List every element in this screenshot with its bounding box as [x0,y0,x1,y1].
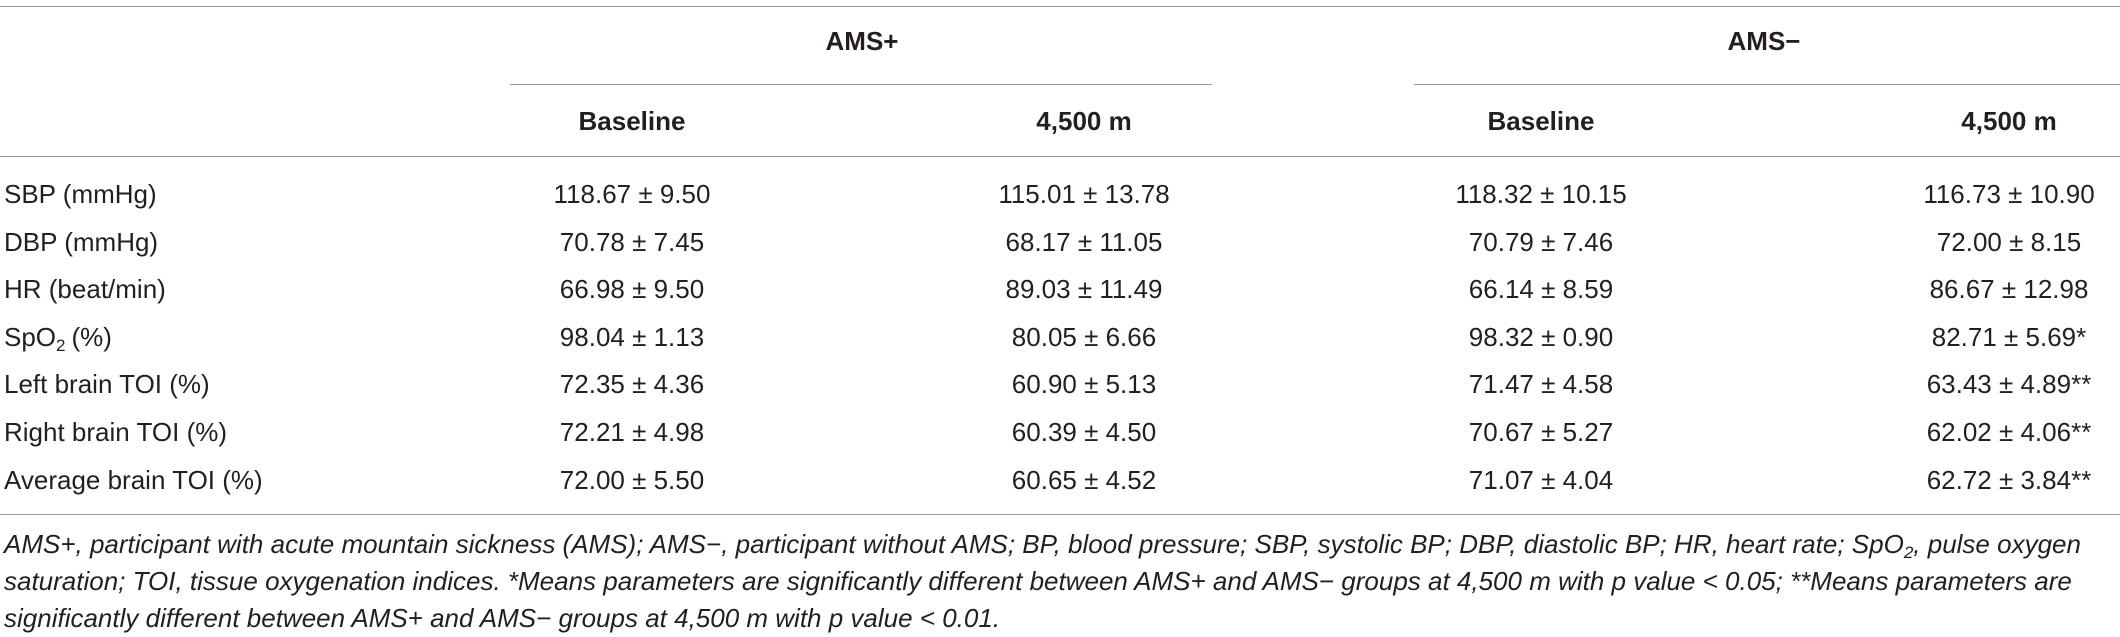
group-rule [1414,84,2120,85]
cell: 70.78 ± 7.45 [559,226,705,257]
column-header: Baseline [1487,106,1595,136]
row-label-text: Average brain TOI (%) [4,464,263,495]
row-label-text: DBP (mmHg) [4,226,159,257]
cell: 60.65 ± 4.52 [1011,464,1157,495]
column-header: 4,500 m [1961,106,2057,136]
footnote-text: AMS+, participant with acute mountain si… [4,529,1904,559]
row-label-text: SpO [4,321,57,352]
cell: 68.17 ± 11.05 [1005,226,1163,257]
cell: 71.47 ± 4.58 [1468,369,1614,400]
cell: 70.67 ± 5.27 [1468,417,1614,447]
row-label-text: (%) [71,321,112,352]
cell: 72.00 ± 8.15 [1936,226,2082,257]
cell: 80.05 ± 6.66 [1011,321,1157,352]
cell: 70.79 ± 7.46 [1468,226,1614,257]
cell: 115.01 ± 13.78 [998,179,1170,209]
top-rule [0,6,2120,7]
cell: 98.04 ± 1.13 [559,321,705,352]
cell: 66.98 ± 9.50 [559,274,705,305]
cell: 71.07 ± 4.04 [1468,464,1614,495]
row-label: DBP (mmHg) [4,227,158,257]
row-label: Average brain TOI (%) [4,465,263,495]
cell: 63.43 ± 4.89** [1926,369,2092,400]
cell: 72.21 ± 4.98 [559,417,705,447]
column-header: Baseline [578,106,686,136]
row-label-text: HR (beat/min) [4,274,166,305]
cell: 62.72 ± 3.84** [1926,464,2092,495]
cell: 72.35 ± 4.36 [559,369,705,400]
cell: 98.32 ± 0.90 [1468,321,1614,352]
row-label: Left brain TOI (%) [4,369,210,399]
cell: 86.67 ± 12.98 [1929,274,2089,305]
cell: 82.71 ± 5.69* [1931,321,2087,352]
cell: 60.39 ± 4.50 [1011,417,1157,447]
row-label-text: Right brain TOI (%) [4,417,228,447]
cell: 72.00 ± 5.50 [559,464,705,495]
cell: 60.90 ± 5.13 [1011,369,1157,400]
row-label-subscript: 2 [56,335,66,355]
group-header: AMS− [1727,26,1801,56]
row-label-text: SBP (mmHg) [4,179,157,209]
column-header: 4,500 m [1036,106,1132,136]
row-label: Right brain TOI (%) [4,417,227,447]
bottom-rule [0,514,2120,515]
row-label: SpO2 (%) [4,321,112,355]
group-header: AMS+ [825,26,899,56]
header-rule [0,156,2120,157]
footnote-subscript: 2 [1903,543,1914,562]
cell: 62.02 ± 4.06** [1926,417,2092,447]
row-label: SBP (mmHg) [4,179,157,209]
row-label-text: Left brain TOI (%) [4,369,210,400]
cell: 89.03 ± 11.49 [1005,274,1163,305]
footnote: AMS+, participant with acute mountain si… [4,526,2116,637]
group-rule [510,84,1212,85]
cell: 116.73 ± 10.90 [1923,179,2095,209]
row-label: HR (beat/min) [4,274,166,304]
cell: 118.67 ± 9.50 [553,179,711,209]
cell: 66.14 ± 8.59 [1468,274,1614,305]
cell: 118.32 ± 10.15 [1455,179,1627,209]
footnote-text: , pulse oxygen saturation; TOI, tissue o… [4,529,2081,633]
